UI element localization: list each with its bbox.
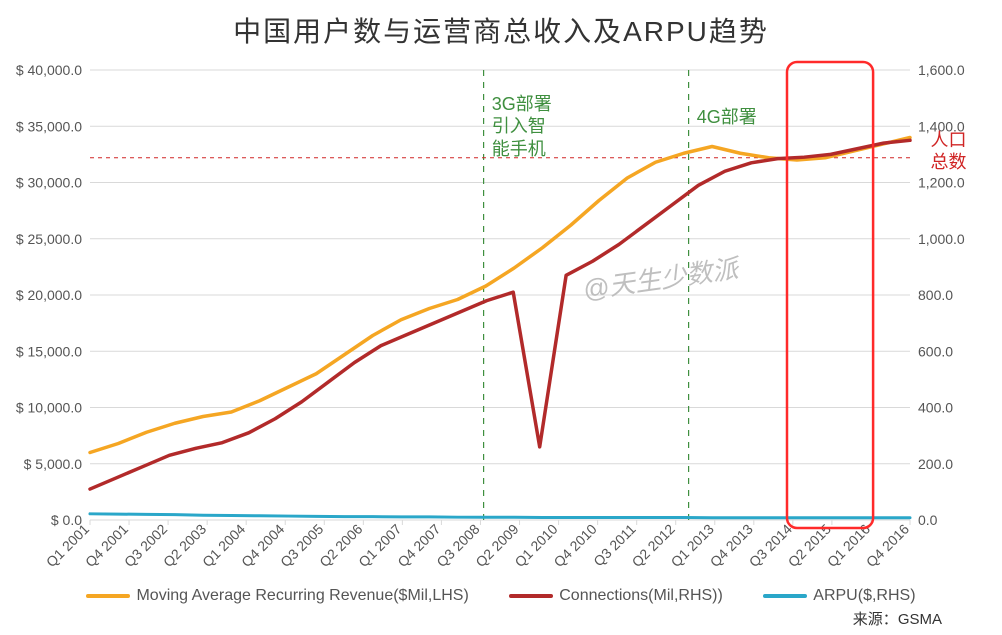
svg-text:$ 20,000.0: $ 20,000.0: [16, 287, 82, 303]
svg-text:$ 5,000.0: $ 5,000.0: [24, 456, 83, 472]
svg-text:$ 25,000.0: $ 25,000.0: [16, 231, 82, 247]
legend-item-revenue: Moving Average Recurring Revenue($Mil,LH…: [86, 587, 468, 605]
svg-text:1,000.0: 1,000.0: [918, 231, 965, 247]
svg-text:$ 15,000.0: $ 15,000.0: [16, 343, 82, 359]
legend-label-connections: Connections(Mil,RHS)): [559, 587, 723, 605]
legend-swatch-connections: [509, 594, 553, 598]
svg-text:$ 10,000.0: $ 10,000.0: [16, 400, 82, 416]
svg-text:Q4 2010: Q4 2010: [550, 521, 599, 570]
svg-text:$ 40,000.0: $ 40,000.0: [16, 62, 82, 78]
legend-label-revenue: Moving Average Recurring Revenue($Mil,LH…: [136, 587, 468, 605]
source-label: 来源：GSMA: [853, 608, 942, 629]
svg-text:600.0: 600.0: [918, 343, 953, 359]
legend-item-arpu: ARPU($,RHS): [763, 587, 915, 605]
annotation-4g: 4G部署: [697, 106, 757, 129]
annotation-population: 人口 总数: [931, 129, 967, 174]
svg-text:400.0: 400.0: [918, 400, 953, 416]
svg-text:1,200.0: 1,200.0: [918, 175, 965, 191]
svg-text:$ 35,000.0: $ 35,000.0: [16, 118, 82, 134]
svg-text:800.0: 800.0: [918, 287, 953, 303]
svg-text:$ 30,000.0: $ 30,000.0: [16, 175, 82, 191]
source-prefix: 来源：: [853, 611, 898, 628]
chart-root: 中国用户数与运营商总收入及ARPU趋势 $ 0.0$ 5,000.0$ 10,0…: [0, 0, 1002, 635]
annotation-3g: 3G部署 引入智 能手机: [492, 93, 552, 161]
source-value: GSMA: [898, 611, 942, 628]
legend: Moving Average Recurring Revenue($Mil,LH…: [0, 585, 1002, 605]
svg-text:1,600.0: 1,600.0: [918, 62, 965, 78]
legend-item-connections: Connections(Mil,RHS)): [509, 587, 723, 605]
svg-text:0.0: 0.0: [918, 512, 938, 528]
legend-label-arpu: ARPU($,RHS): [813, 587, 915, 605]
legend-swatch-revenue: [86, 594, 130, 598]
svg-text:200.0: 200.0: [918, 456, 953, 472]
svg-text:Q4 2016: Q4 2016: [863, 521, 912, 570]
legend-swatch-arpu: [763, 594, 807, 598]
